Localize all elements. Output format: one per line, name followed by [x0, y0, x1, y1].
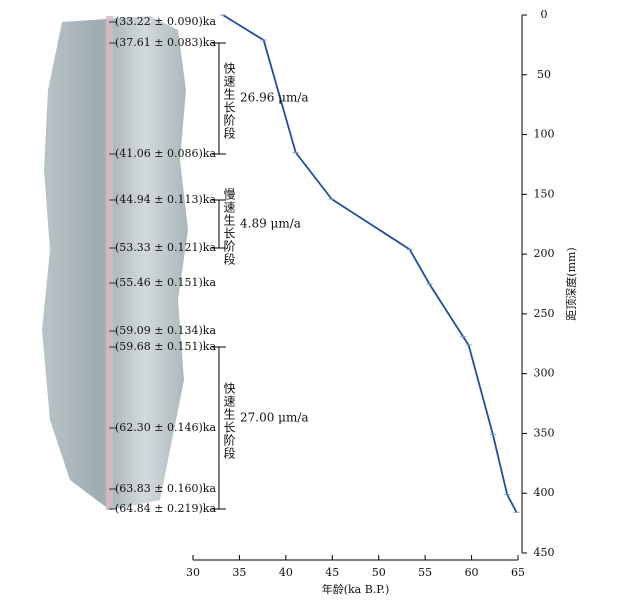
sample-label: (59.09 ± 0.134)ka: [115, 324, 216, 337]
y-axis-label: 距顶深度(mm): [564, 247, 578, 320]
phase-name: 快速生长阶段: [222, 382, 236, 460]
x-axis-label: 年龄(ka B.P.): [322, 582, 390, 596]
sample-label: (37.61 ± 0.083)ka: [115, 36, 216, 49]
y-tick-label: 0: [541, 8, 548, 21]
sample-label: (62.30 ± 0.146)ka: [115, 421, 216, 434]
x-tick-label: 65: [511, 566, 525, 579]
phase-rate: 4.89 μm/a: [240, 217, 301, 231]
y-tick-label: 100: [534, 128, 555, 141]
x-tick-label: 45: [325, 566, 339, 579]
y-tick-label: 450: [534, 546, 555, 559]
phase-rate: 26.96 μm/a: [240, 91, 309, 105]
x-tick-label: 30: [186, 566, 200, 579]
x-tick-label: 55: [418, 566, 432, 579]
sample-label: (64.84 ± 0.219)ka: [115, 502, 216, 515]
y-tick-label: 300: [534, 367, 555, 380]
sample-label: (53.33 ± 0.121)ka: [115, 241, 216, 254]
phase-rate: 27.00 μm/a: [240, 411, 309, 425]
sample-label: (59.68 ± 0.151)ka: [115, 340, 216, 353]
y-tick-label: 50: [537, 68, 551, 81]
sample-label: (55.46 ± 0.151)ka: [115, 276, 216, 289]
sample-label: (41.06 ± 0.086)ka: [115, 147, 216, 160]
sample-label: (33.22 ± 0.090)ka: [115, 15, 216, 28]
sampling-strip: [106, 16, 113, 510]
sample-label: (63.83 ± 0.160)ka: [115, 482, 216, 495]
stalagmite-photo: [42, 16, 188, 510]
y-tick-label: 150: [534, 187, 555, 200]
y-tick-label: 400: [534, 486, 555, 499]
x-tick-label: 35: [232, 566, 246, 579]
x-tick-label: 60: [465, 566, 479, 579]
x-tick-label: 40: [279, 566, 293, 579]
phase-name: 快速生长阶段: [222, 62, 236, 140]
y-tick-label: 250: [534, 307, 555, 320]
y-tick-label: 350: [534, 426, 555, 439]
y-tick-label: 200: [534, 247, 555, 260]
phase-name: 慢速生长阶段: [222, 188, 236, 266]
x-tick-label: 50: [372, 566, 386, 579]
sample-label: (44.94 ± 0.113)ka: [115, 193, 216, 206]
